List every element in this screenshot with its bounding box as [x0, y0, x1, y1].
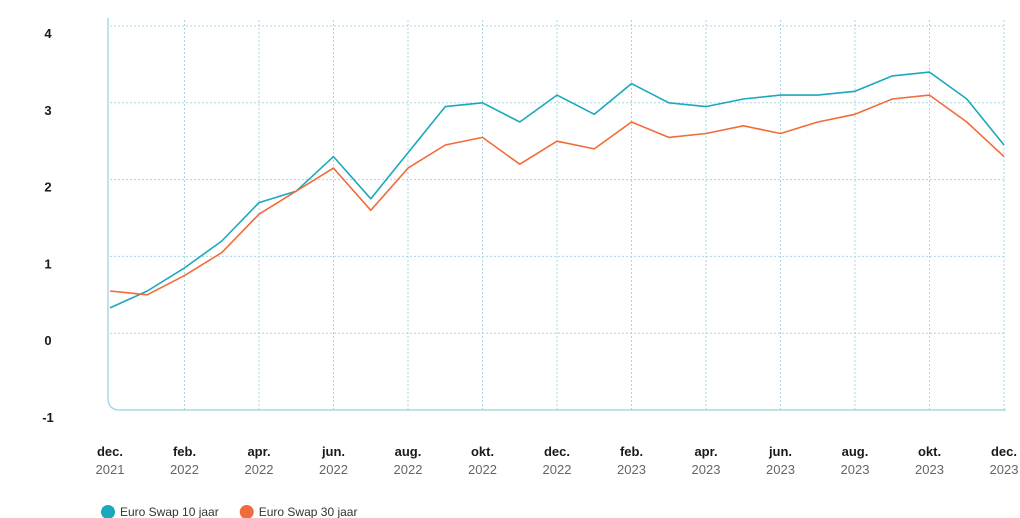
- legend-swatch: [101, 505, 115, 518]
- x-tick-label: dec. 2022: [543, 444, 572, 477]
- x-tick-label: feb. 2022: [170, 444, 199, 477]
- y-tick-label: 4: [44, 26, 52, 41]
- x-tick-label: okt. 2022: [468, 444, 497, 477]
- x-tick-label: apr. 2023: [692, 444, 721, 477]
- x-tick-label: apr. 2022: [245, 444, 274, 477]
- line-series: [109, 94, 1005, 296]
- line-series: [109, 71, 1005, 309]
- x-tick-label: okt. 2023: [915, 444, 944, 477]
- y-tick-label: 2: [44, 180, 51, 195]
- x-tick-label: feb. 2023: [617, 444, 646, 477]
- legend-label: Euro Swap 10 jaar: [120, 505, 219, 518]
- x-tick-label: jun. 2022: [319, 444, 348, 477]
- x-tick-label: aug. 2022: [394, 444, 423, 477]
- x-tick-label: jun. 2023: [766, 444, 795, 477]
- x-tick-label: aug. 2023: [841, 444, 870, 477]
- y-tick-label: 1: [44, 256, 51, 271]
- x-tick-label: dec. 2023: [990, 444, 1019, 477]
- legend-label: Euro Swap 30 jaar: [259, 505, 358, 518]
- y-tick-label: -1: [42, 410, 54, 425]
- y-tick-label: 3: [44, 103, 51, 118]
- y-tick-label: 0: [44, 333, 51, 348]
- x-tick-label: dec. 2021: [96, 444, 125, 477]
- axis-frame: [107, 18, 1006, 411]
- legend-swatch: [239, 505, 254, 518]
